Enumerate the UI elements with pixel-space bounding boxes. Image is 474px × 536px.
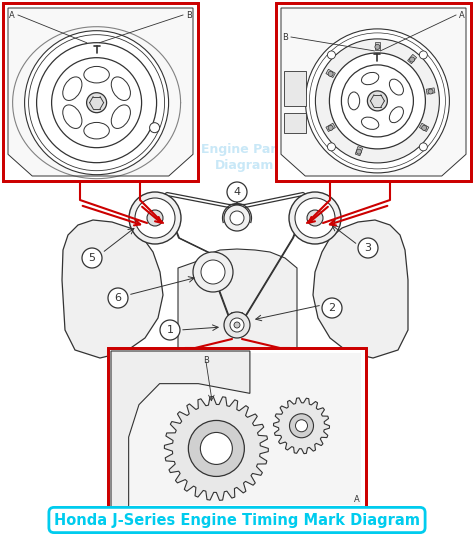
Bar bbox=[108, 348, 366, 510]
Circle shape bbox=[328, 125, 333, 130]
Bar bbox=[276, 3, 471, 181]
Ellipse shape bbox=[111, 105, 130, 129]
Circle shape bbox=[290, 414, 313, 438]
Circle shape bbox=[52, 58, 142, 148]
Circle shape bbox=[201, 260, 225, 284]
Circle shape bbox=[201, 433, 232, 464]
Ellipse shape bbox=[63, 77, 82, 100]
Circle shape bbox=[419, 143, 428, 151]
Text: Honda J-Series Engine Timing Mark Diagram: Honda J-Series Engine Timing Mark Diagra… bbox=[53, 512, 419, 527]
Circle shape bbox=[295, 198, 335, 238]
Bar bbox=[375, 42, 380, 50]
Bar bbox=[276, 3, 471, 181]
Bar bbox=[3, 3, 198, 181]
Circle shape bbox=[328, 51, 336, 59]
Bar bbox=[284, 113, 306, 133]
Bar bbox=[326, 123, 335, 131]
Ellipse shape bbox=[362, 117, 379, 129]
Polygon shape bbox=[281, 8, 466, 176]
Text: Engine Parts
Diagram: Engine Parts Diagram bbox=[201, 144, 289, 173]
Circle shape bbox=[230, 211, 244, 225]
Ellipse shape bbox=[84, 122, 109, 139]
Circle shape bbox=[150, 123, 160, 133]
Circle shape bbox=[307, 210, 323, 226]
Bar bbox=[355, 146, 363, 156]
Text: A: A bbox=[459, 11, 465, 20]
Polygon shape bbox=[273, 398, 329, 453]
Polygon shape bbox=[164, 397, 268, 500]
Circle shape bbox=[329, 53, 425, 149]
Circle shape bbox=[224, 312, 250, 338]
Text: A: A bbox=[354, 495, 360, 504]
Circle shape bbox=[108, 288, 128, 308]
Circle shape bbox=[135, 198, 175, 238]
Circle shape bbox=[422, 125, 427, 130]
Ellipse shape bbox=[111, 77, 130, 100]
Text: 2: 2 bbox=[328, 303, 336, 313]
Circle shape bbox=[428, 89, 433, 94]
Ellipse shape bbox=[362, 72, 379, 85]
Polygon shape bbox=[178, 249, 297, 358]
Ellipse shape bbox=[348, 92, 360, 110]
Bar bbox=[3, 3, 198, 181]
Text: B: B bbox=[186, 11, 192, 20]
Circle shape bbox=[341, 65, 413, 137]
Circle shape bbox=[25, 31, 169, 175]
Circle shape bbox=[82, 248, 102, 268]
Text: 1: 1 bbox=[166, 325, 173, 335]
Circle shape bbox=[410, 57, 415, 62]
Circle shape bbox=[328, 143, 336, 151]
Circle shape bbox=[375, 44, 380, 49]
Text: A: A bbox=[9, 11, 15, 20]
Circle shape bbox=[227, 182, 247, 202]
Circle shape bbox=[289, 192, 341, 244]
Circle shape bbox=[230, 318, 244, 332]
Text: 4: 4 bbox=[233, 187, 241, 197]
Text: 5: 5 bbox=[89, 253, 95, 263]
Circle shape bbox=[224, 205, 250, 231]
Ellipse shape bbox=[84, 66, 109, 83]
Bar bbox=[426, 88, 435, 94]
Bar bbox=[408, 54, 417, 64]
Circle shape bbox=[147, 210, 163, 226]
Circle shape bbox=[36, 43, 156, 163]
Circle shape bbox=[305, 29, 449, 173]
Text: Honda J-Series Engine Timing Mark Diagram: Honda J-Series Engine Timing Mark Diagra… bbox=[54, 513, 420, 528]
Bar bbox=[326, 69, 335, 78]
Circle shape bbox=[188, 420, 245, 477]
Bar bbox=[284, 71, 306, 106]
Ellipse shape bbox=[389, 79, 403, 95]
Circle shape bbox=[358, 238, 378, 258]
Circle shape bbox=[234, 322, 240, 328]
Circle shape bbox=[322, 298, 342, 318]
Circle shape bbox=[367, 91, 387, 111]
Text: B: B bbox=[203, 356, 209, 365]
Polygon shape bbox=[113, 353, 361, 505]
Ellipse shape bbox=[389, 107, 403, 123]
Circle shape bbox=[315, 39, 439, 163]
Circle shape bbox=[193, 252, 233, 292]
Circle shape bbox=[160, 320, 180, 340]
Text: B: B bbox=[282, 33, 288, 42]
Circle shape bbox=[419, 51, 428, 59]
Ellipse shape bbox=[63, 105, 82, 129]
Circle shape bbox=[295, 420, 308, 432]
Polygon shape bbox=[62, 220, 163, 358]
Text: Honda J-Series Engine Timing Mark Diagram: Honda J-Series Engine Timing Mark Diagra… bbox=[54, 512, 420, 527]
Text: Honda J-Series Engine Timing Mark Diagram: Honda J-Series Engine Timing Mark Diagra… bbox=[54, 511, 420, 526]
Circle shape bbox=[328, 71, 333, 77]
Text: Honda J-Series Engine Timing Mark Diagram: Honda J-Series Engine Timing Mark Diagra… bbox=[55, 512, 421, 527]
Circle shape bbox=[356, 149, 362, 154]
Text: 6: 6 bbox=[115, 293, 121, 303]
Circle shape bbox=[87, 93, 107, 113]
Circle shape bbox=[129, 192, 181, 244]
Text: 3: 3 bbox=[365, 243, 372, 253]
Bar bbox=[419, 123, 429, 131]
Polygon shape bbox=[8, 8, 193, 176]
Bar bbox=[108, 348, 366, 510]
Polygon shape bbox=[111, 351, 250, 507]
Polygon shape bbox=[313, 220, 408, 358]
